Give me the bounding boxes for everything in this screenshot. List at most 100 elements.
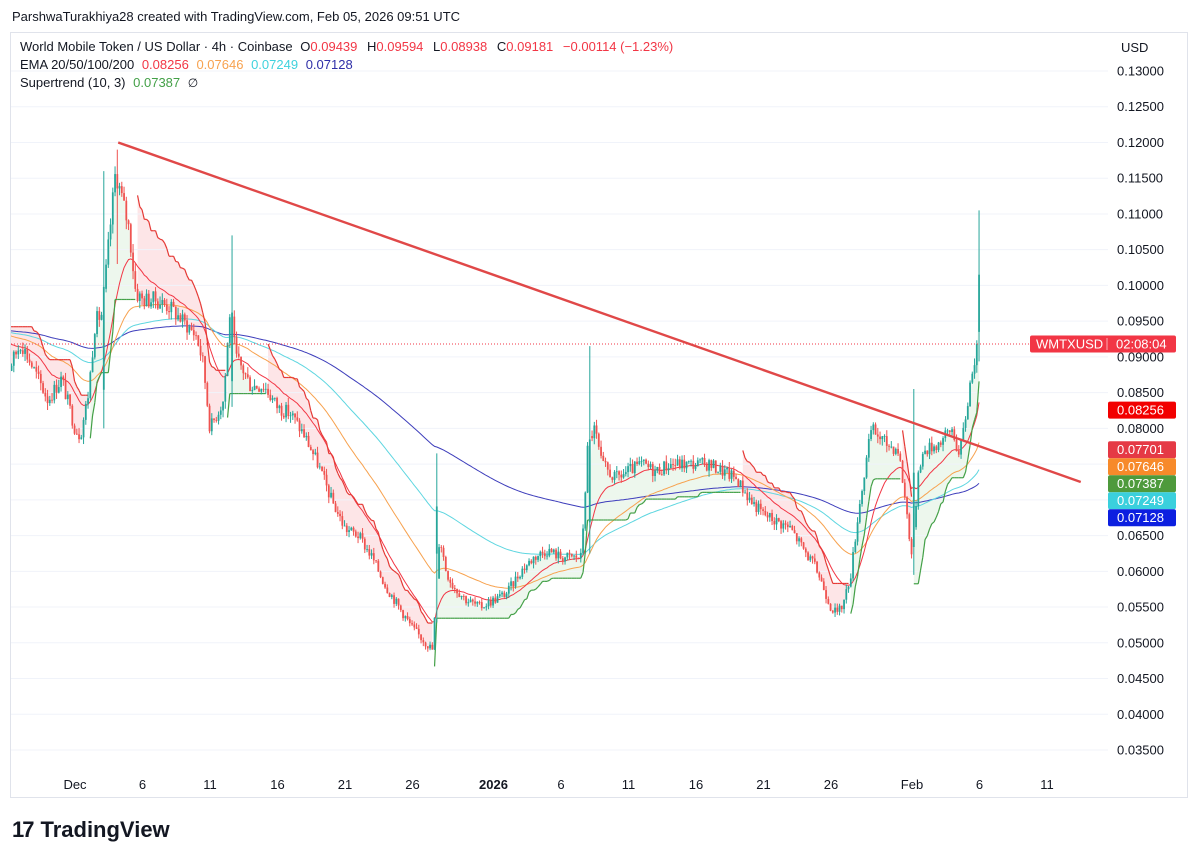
candle-body (363, 538, 366, 550)
supertrend-fill (184, 269, 188, 327)
supertrend-fill (832, 583, 836, 612)
supertrend-fill (13, 326, 17, 359)
supertrend-line (161, 239, 166, 244)
supertrend-fill (535, 557, 539, 590)
hidden-eye-icon[interactable]: ∅ (187, 76, 199, 90)
legend-supertrend-row[interactable]: Supertrend (10, 3) 0.07387 ∅ (20, 74, 679, 92)
supertrend-line (267, 343, 271, 350)
price-tag-label: 0.08256 (1117, 403, 1164, 418)
ohlc-high-value: 0.09594 (376, 39, 424, 54)
supertrend-fill (803, 515, 806, 551)
supertrend-fill (839, 583, 842, 609)
chart-frame[interactable] (10, 32, 1188, 798)
supertrend-line (213, 367, 217, 371)
supertrend-line (919, 557, 924, 571)
candle-body (602, 455, 605, 461)
supertrend-line (908, 477, 913, 497)
candle-body (827, 598, 830, 604)
candle-body (748, 497, 751, 501)
candle-body (584, 492, 587, 529)
supertrend-line (818, 545, 823, 550)
candle-body (714, 460, 717, 473)
candle-body (651, 464, 654, 476)
supertrend-fill (929, 447, 932, 530)
candle-body (798, 538, 800, 542)
supertrend-fill (952, 430, 955, 478)
candle-body (582, 528, 584, 553)
supertrend-line (937, 503, 942, 512)
supertrend-fill (430, 623, 433, 648)
candle-body (163, 299, 166, 305)
candle-body (858, 503, 861, 523)
supertrend-fill (972, 369, 975, 428)
supertrend-line (944, 484, 949, 492)
candle-body (951, 429, 953, 433)
candle-body (534, 556, 537, 560)
supertrend-fill (139, 206, 143, 298)
legend-ema-row[interactable]: EMA 20/50/100/200 0.08256 0.07646 0.0724… (20, 56, 679, 74)
candle-body (62, 376, 65, 381)
candle-body (915, 506, 917, 528)
supertrend-fill (189, 280, 192, 330)
candle-body (908, 514, 911, 540)
tradingview-logo: 17 TradingView (12, 817, 170, 843)
supertrend-line (182, 267, 186, 271)
symbol-title[interactable]: World Mobile Token / US Dollar · 4h · Co… (20, 39, 293, 54)
supertrend-fill (592, 431, 595, 521)
supertrend-fill (639, 460, 642, 505)
supertrend-line (310, 410, 314, 419)
candle-body (597, 433, 600, 447)
supertrend-fill (367, 515, 370, 553)
supertrend-fill (115, 181, 118, 300)
candle-body (795, 533, 798, 542)
candle-body (6, 365, 8, 371)
y-tick-label: 0.04500 (1117, 671, 1164, 686)
x-tick-label: Feb (901, 777, 923, 792)
supertrend-line (793, 498, 798, 508)
ohlc-change: −0.00114 (−1.23%) (562, 39, 674, 54)
supertrend-line (163, 242, 168, 249)
supertrend-line (303, 391, 307, 399)
candle-body (91, 357, 94, 373)
price-tags: WMTXUSD 02:08:04 0.08256 0.07701 0.07646 0.07… (1030, 335, 1176, 527)
candle-body (622, 474, 625, 478)
supertrend-line (747, 460, 750, 463)
candle-body (429, 644, 431, 649)
supertrend-line (928, 523, 933, 530)
candle-body (469, 599, 472, 603)
supertrend-label[interactable]: Supertrend (10, 3) (20, 75, 126, 90)
supertrend-line (519, 603, 523, 609)
supertrend-fill (799, 510, 802, 541)
ohlc-close-key: C (496, 39, 507, 54)
y-tick-label: 0.06500 (1117, 528, 1164, 543)
supertrend-line (580, 572, 584, 579)
candle-body (11, 365, 13, 371)
supertrend-fill (792, 496, 795, 532)
supertrend-line (166, 248, 170, 257)
candle-body (98, 311, 101, 320)
candle-body (870, 430, 872, 440)
candle-body (532, 556, 535, 564)
supertrend-line (177, 261, 181, 268)
ema-label[interactable]: EMA 20/50/100/200 (20, 57, 135, 72)
currency-label[interactable]: USD (1121, 40, 1149, 55)
legend-symbol-row[interactable]: World Mobile Token / US Dollar · 4h · Co… (20, 38, 679, 56)
ema20-value: 0.08256 (141, 57, 189, 72)
candle-body (843, 599, 845, 610)
supertrend-line (528, 589, 532, 593)
supertrend-fill (427, 623, 431, 648)
supertrend-fill (767, 481, 770, 517)
supertrend-fill (166, 248, 170, 312)
supertrend-fill (682, 463, 685, 497)
supertrend-line (807, 525, 811, 530)
supertrend-fill (61, 359, 64, 382)
supertrend-fill (886, 441, 890, 479)
candle-body (80, 437, 83, 440)
supertrend-line (154, 230, 159, 238)
supertrend-line (157, 237, 161, 240)
candle-body (269, 394, 272, 401)
supertrend-fill (130, 238, 134, 300)
candle-body (370, 553, 373, 556)
candle-body (138, 293, 141, 301)
